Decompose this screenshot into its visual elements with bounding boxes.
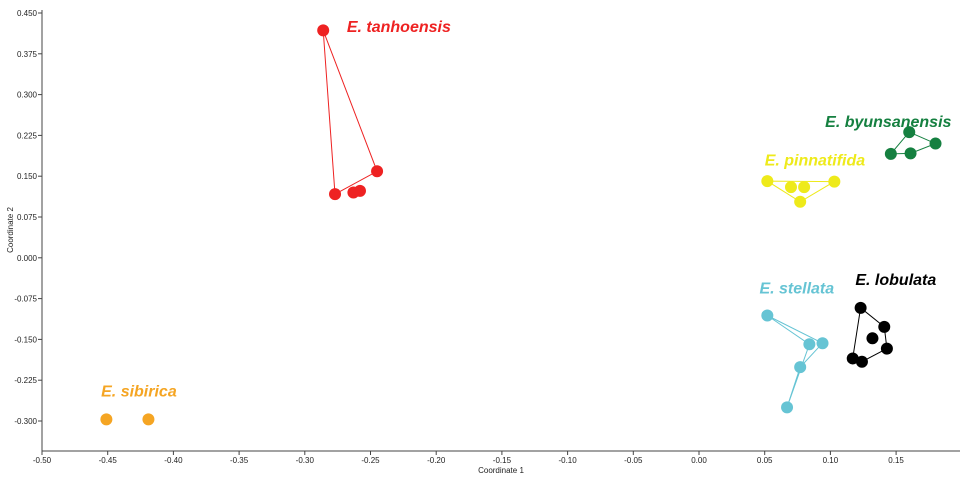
point-e-tanhoensis — [353, 184, 366, 197]
point-e-byunsanensis — [903, 126, 916, 139]
hull-e-pinnatifida — [765, 180, 837, 203]
label-e-pinnatifida: E. pinnatifida — [765, 152, 866, 169]
y-tick-label: 0.075 — [17, 213, 38, 222]
y-tick-label: -0.225 — [14, 376, 37, 385]
group-labels: E. tanhoensis E. byunsanensis E. pinnatifi… — [101, 19, 951, 400]
point-e-stellata — [781, 401, 794, 414]
x-tick-label: 0.10 — [823, 456, 839, 465]
label-e-tanhoensis: E. tanhoensis — [347, 19, 451, 36]
x-tick-label: 0.00 — [691, 456, 707, 465]
point-e-pinnatifida — [798, 181, 811, 194]
x-tick-label: 0.05 — [757, 456, 773, 465]
y-tick-label: 0.300 — [17, 91, 38, 100]
point-e-lobulata — [854, 301, 867, 314]
point-e-tanhoensis — [317, 24, 330, 37]
point-e-lobulata — [866, 332, 879, 345]
data-points — [100, 24, 942, 426]
x-tick-label: -0.15 — [493, 456, 512, 465]
point-e-tanhoensis — [329, 188, 342, 201]
point-e-pinnatifida — [784, 181, 797, 194]
x-axis-title: Coordinate 1 — [478, 466, 524, 475]
point-e-lobulata — [880, 342, 893, 355]
x-tick-label: 0.15 — [888, 456, 904, 465]
y-axis-ticks: 0.450 0.375 0.300 0.225 0.150 0.075 0.000 -0.07… — [14, 9, 42, 426]
point-e-stellata — [816, 337, 829, 350]
x-tick-label: -0.45 — [99, 456, 118, 465]
point-e-stellata — [761, 309, 774, 322]
point-e-pinnatifida — [761, 175, 774, 188]
y-tick-label: 0.375 — [17, 50, 38, 59]
y-tick-label: 0.225 — [17, 131, 38, 140]
x-tick-label: -0.10 — [558, 456, 577, 465]
y-tick-label: -0.075 — [14, 295, 37, 304]
x-tick-label: -0.50 — [33, 456, 52, 465]
point-e-stellata — [803, 338, 816, 351]
point-e-pinnatifida — [794, 195, 807, 208]
x-tick-label: -0.25 — [361, 456, 380, 465]
x-axis-ticks: -0.50 -0.45 -0.40 -0.35 -0.30 -0.25 -0.20 -0.15… — [33, 451, 904, 465]
label-e-stellata: E. stellata — [759, 281, 834, 298]
point-e-lobulata — [878, 320, 891, 333]
y-tick-label: -0.150 — [14, 335, 37, 344]
x-tick-label: -0.20 — [427, 456, 446, 465]
x-tick-label: -0.30 — [296, 456, 315, 465]
point-e-stellata — [794, 361, 807, 374]
point-e-sibirica — [100, 413, 113, 426]
x-tick-label: -0.05 — [624, 456, 643, 465]
y-tick-label: -0.300 — [14, 417, 37, 426]
point-e-lobulata — [855, 355, 868, 368]
y-axis-title: Coordinate 2 — [6, 207, 15, 253]
group-hulls — [322, 30, 937, 408]
hull-e-stellata — [767, 315, 824, 408]
label-e-byunsanensis: E. byunsanensis — [825, 114, 951, 131]
y-tick-label: 0.150 — [17, 172, 38, 181]
point-e-byunsanensis — [884, 147, 897, 160]
point-e-byunsanensis — [904, 147, 917, 160]
axes — [41, 10, 960, 452]
point-e-pinnatifida — [828, 175, 841, 188]
point-e-sibirica — [142, 413, 155, 426]
point-e-byunsanensis — [929, 137, 942, 150]
label-e-lobulata: E. lobulata — [855, 272, 936, 289]
x-tick-label: -0.35 — [230, 456, 249, 465]
label-e-sibirica: E. sibirica — [101, 384, 177, 401]
point-e-tanhoensis — [371, 165, 384, 178]
y-tick-label: 0.000 — [17, 254, 38, 263]
hull-e-tanhoensis — [322, 30, 378, 196]
point-e-lobulata — [846, 352, 859, 365]
x-tick-label: -0.40 — [164, 456, 183, 465]
y-tick-label: 0.450 — [17, 9, 38, 18]
